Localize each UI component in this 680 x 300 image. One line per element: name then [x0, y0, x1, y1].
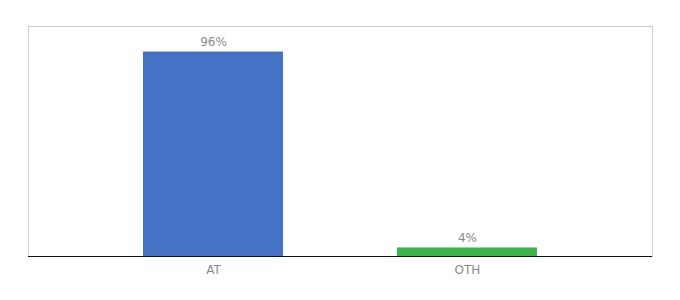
svg-text:4%: 4% [458, 231, 477, 245]
svg-text:OTH: OTH [455, 263, 481, 277]
svg-text:96%: 96% [200, 35, 227, 49]
svg-text:AT: AT [206, 263, 221, 277]
